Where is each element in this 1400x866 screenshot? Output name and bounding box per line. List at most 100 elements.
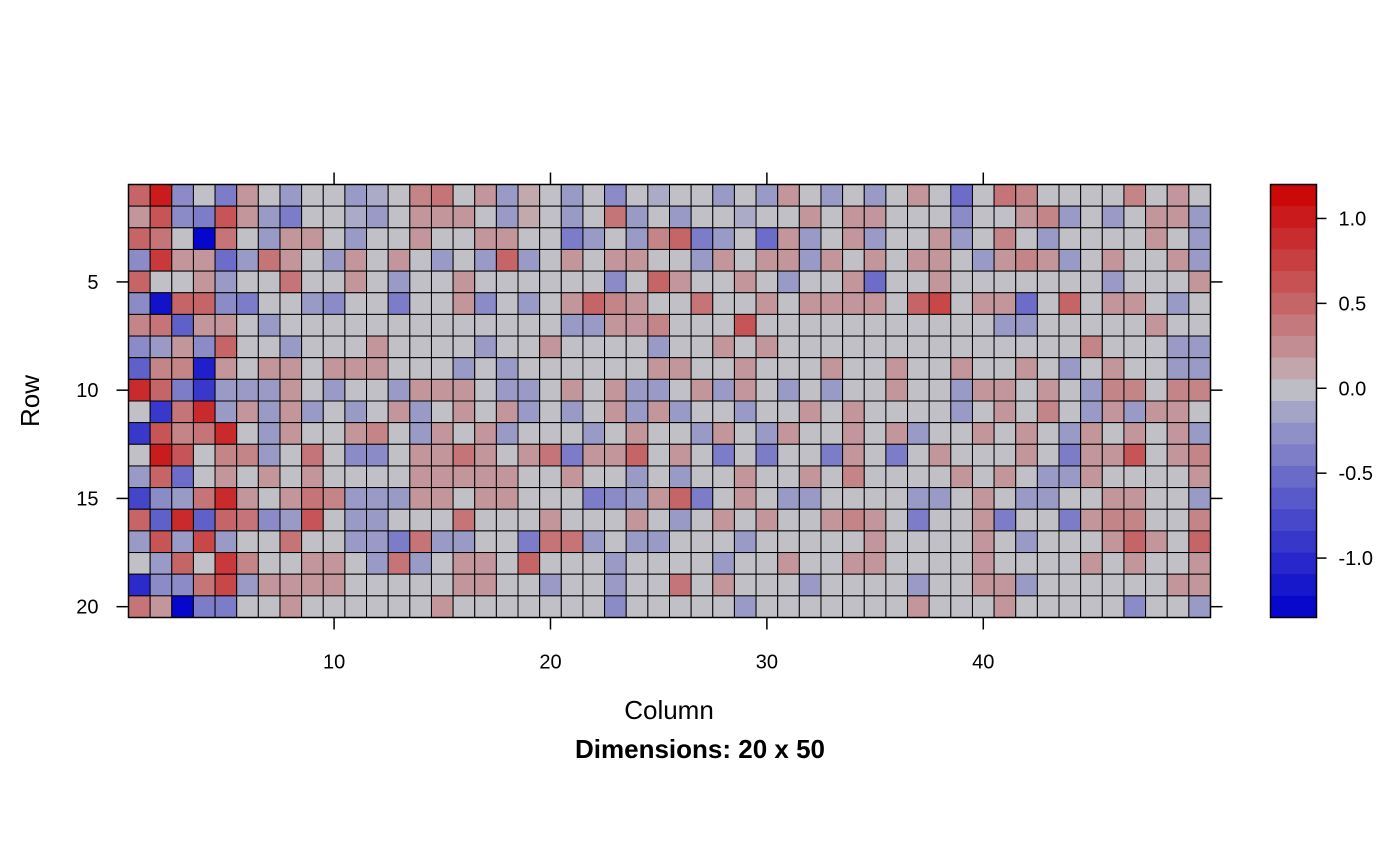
heatmap-cell	[1015, 184, 1038, 207]
heatmap-cell	[192, 227, 216, 250]
heatmap-cell	[1188, 184, 1211, 207]
heatmap-cell	[1036, 184, 1060, 207]
heatmap-cell	[820, 422, 844, 445]
heatmap-cell	[625, 205, 649, 229]
heatmap-cell	[1123, 400, 1147, 424]
heatmap-cell	[149, 595, 173, 618]
heatmap-cell	[625, 595, 649, 618]
heatmap-cell	[885, 227, 909, 250]
heatmap-cell	[907, 313, 930, 337]
heatmap-cell	[301, 465, 324, 489]
heatmap-cell	[993, 357, 1017, 380]
heatmap-cell	[128, 270, 151, 294]
heatmap-cell	[885, 184, 909, 207]
heatmap-cell	[1101, 530, 1125, 554]
heatmap-cell	[755, 378, 779, 402]
heatmap-cell	[582, 422, 606, 445]
heatmap-cell	[149, 205, 173, 229]
heatmap-cell	[647, 357, 670, 380]
heatmap-cell	[863, 357, 887, 380]
heatmap-cell	[863, 292, 887, 315]
heatmap-cell	[755, 357, 779, 380]
heatmap-cell	[625, 248, 649, 272]
heatmap-cell	[777, 357, 800, 380]
heatmap-cell	[950, 184, 973, 207]
heatmap-cell	[409, 292, 432, 315]
y-tick-label: 10	[76, 380, 98, 402]
heatmap-cell	[301, 422, 324, 445]
heatmap-cell	[495, 530, 519, 554]
heatmap-cell	[1015, 313, 1038, 337]
heatmap-cell	[907, 422, 930, 445]
heatmap-cell	[366, 595, 389, 618]
heatmap-cell	[257, 248, 281, 272]
heatmap-cell	[907, 335, 930, 359]
heatmap-cell	[517, 573, 541, 597]
heatmap-cell	[1101, 357, 1125, 380]
heatmap-cell	[279, 530, 303, 554]
heatmap-cell	[301, 552, 324, 575]
heatmap-cell	[928, 378, 952, 402]
heatmap-cell	[950, 248, 973, 272]
heatmap-cell	[1123, 443, 1147, 467]
colorbar-step	[1270, 271, 1317, 294]
heatmap-cell	[560, 227, 584, 250]
heatmap-cell	[366, 270, 389, 294]
heatmap-cell	[928, 400, 952, 424]
heatmap-cell	[1036, 357, 1060, 380]
heatmap-cell	[928, 205, 952, 229]
heatmap-cell	[669, 508, 692, 532]
heatmap-cell	[344, 422, 368, 445]
heatmap-cell	[344, 465, 368, 489]
heatmap-cell	[820, 530, 844, 554]
heatmap-cell	[149, 422, 173, 445]
heatmap-cell	[798, 248, 822, 272]
axes: 10 20 30 40 5 10 15 20	[76, 172, 1223, 674]
heatmap-cell	[560, 205, 584, 229]
heatmap-cell	[1015, 205, 1038, 229]
heatmap-cell	[1015, 443, 1038, 467]
heatmap-cell	[993, 573, 1017, 597]
heatmap-cell	[257, 184, 281, 207]
heatmap-cell	[366, 530, 389, 554]
heatmap-cell	[214, 465, 238, 489]
heatmap-cell	[495, 357, 519, 380]
colorbar-step	[1270, 314, 1317, 337]
heatmap-cell	[950, 400, 973, 424]
heatmap-cell	[820, 400, 844, 424]
heatmap-cell	[344, 184, 368, 207]
heatmap-cell	[128, 443, 151, 467]
heatmap-cell	[798, 335, 822, 359]
heatmap-cell	[647, 508, 670, 532]
heatmap-cell	[344, 357, 368, 380]
heatmap-cell	[582, 595, 606, 618]
heatmap-cell	[517, 248, 541, 272]
y-tick-label: 20	[76, 597, 98, 619]
heatmap-cell	[214, 595, 238, 618]
heatmap-cell	[517, 422, 541, 445]
heatmap-cell	[366, 335, 389, 359]
heatmap-cell	[1145, 313, 1168, 337]
heatmap-cell	[322, 573, 346, 597]
heatmap-cell	[409, 595, 432, 618]
heatmap-cell	[777, 292, 800, 315]
heatmap-cell	[885, 465, 909, 489]
heatmap-cell	[1123, 530, 1147, 554]
colorbar-step	[1270, 509, 1317, 532]
heatmap-cell	[582, 292, 606, 315]
heatmap-cell	[214, 422, 238, 445]
heatmap-cell	[1058, 465, 1082, 489]
heatmap-cell	[1080, 530, 1103, 554]
heatmap-cell	[1188, 378, 1211, 402]
heatmap-cell	[928, 227, 952, 250]
colorbar-tick-label: 0.5	[1339, 293, 1367, 315]
heatmap-cell	[279, 205, 303, 229]
heatmap-cell	[971, 422, 995, 445]
heatmap-cell	[1166, 205, 1190, 229]
heatmap-cell	[387, 205, 411, 229]
heatmap-cell	[1036, 530, 1060, 554]
heatmap-cell	[1101, 184, 1125, 207]
heatmap-cell	[950, 465, 973, 489]
heatmap-cell	[1188, 335, 1211, 359]
